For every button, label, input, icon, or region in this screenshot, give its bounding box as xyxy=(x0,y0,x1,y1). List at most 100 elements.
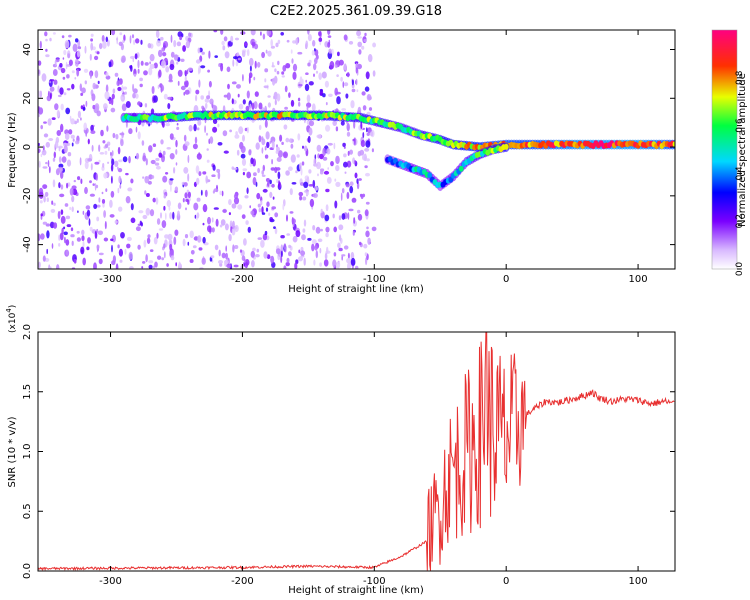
spectrogram-y-axis: -40 -20 0 20 40 xyxy=(22,43,675,253)
noise-speckle xyxy=(327,42,331,48)
noise-speckle xyxy=(336,74,339,77)
noise-speckle xyxy=(181,33,184,38)
noise-speckle xyxy=(79,157,82,166)
noise-speckle xyxy=(222,130,228,137)
noise-speckle xyxy=(68,34,72,38)
noise-speckle xyxy=(173,54,179,61)
noise-speckle xyxy=(284,247,287,253)
noise-speckle xyxy=(60,103,64,111)
noise-speckle xyxy=(335,126,339,132)
noise-speckle xyxy=(52,69,58,76)
noise-speckle xyxy=(246,49,250,57)
noise-speckle xyxy=(362,132,365,138)
noise-speckle xyxy=(64,133,70,140)
noise-speckle xyxy=(308,81,314,86)
snr-y-tick-label: 0.0 xyxy=(22,563,33,579)
noise-speckle xyxy=(324,214,330,222)
noise-speckle xyxy=(196,212,200,219)
noise-speckle xyxy=(104,150,108,155)
noise-speckle xyxy=(248,75,251,85)
noise-speckle xyxy=(81,87,86,94)
noise-speckle xyxy=(361,45,365,50)
noise-speckle xyxy=(173,236,177,245)
noise-speckle xyxy=(262,164,265,172)
noise-speckle xyxy=(138,210,144,214)
noise-speckle xyxy=(263,251,268,259)
noise-speckle xyxy=(104,221,107,230)
noise-speckle xyxy=(119,259,123,263)
noise-speckle xyxy=(220,30,224,35)
noise-speckle xyxy=(117,244,120,249)
spectrogram-y-label: Frequency (Hz) xyxy=(7,112,18,188)
noise-speckle xyxy=(76,68,80,77)
noise-speckle xyxy=(244,42,248,46)
noise-speckle xyxy=(169,212,173,220)
snr-y-tick-label: 0.5 xyxy=(22,503,33,519)
noise-speckle xyxy=(147,234,151,239)
noise-speckle xyxy=(59,232,64,241)
noise-speckle xyxy=(56,130,62,136)
noise-speckle xyxy=(212,164,216,171)
noise-speckle xyxy=(145,207,151,216)
noise-speckle xyxy=(149,249,154,253)
noise-speckle xyxy=(347,252,350,259)
noise-speckle xyxy=(235,60,239,67)
noise-speckle xyxy=(55,58,60,63)
noise-speckle xyxy=(144,103,148,108)
noise-speckle xyxy=(111,175,113,184)
noise-speckle xyxy=(282,203,285,211)
noise-speckle xyxy=(272,196,275,200)
noise-speckle xyxy=(122,156,128,163)
spectrogram-y-tick-label: 20 xyxy=(22,92,33,105)
noise-speckle xyxy=(86,246,90,251)
noise-speckle xyxy=(187,154,190,164)
noise-speckle xyxy=(155,30,160,39)
noise-speckle xyxy=(153,95,158,103)
noise-speckle xyxy=(204,125,207,133)
noise-speckle xyxy=(96,51,100,55)
noise-speckle xyxy=(342,81,345,88)
noise-speckle xyxy=(169,243,173,251)
noise-speckle xyxy=(357,209,361,214)
noise-speckle xyxy=(66,224,72,228)
noise-speckle xyxy=(236,52,240,57)
colorbar-frame xyxy=(711,29,738,270)
noise-speckle xyxy=(357,213,363,221)
noise-speckle xyxy=(152,143,157,147)
noise-speckle xyxy=(360,121,363,130)
noise-speckle xyxy=(157,84,160,89)
snr-y-tick-label: 2.0 xyxy=(22,324,33,340)
noise-speckle xyxy=(39,200,43,204)
noise-speckle xyxy=(129,55,135,59)
snr-x-tick-label: -200 xyxy=(231,576,254,587)
noise-speckle xyxy=(187,191,191,198)
noise-speckle xyxy=(64,203,69,207)
noise-speckle xyxy=(80,246,85,255)
noise-speckle xyxy=(89,193,95,197)
noise-speckle xyxy=(162,150,166,156)
noise-speckle xyxy=(38,261,41,269)
noise-speckle xyxy=(245,105,250,112)
noise-speckle xyxy=(94,103,100,112)
noise-speckle xyxy=(124,91,127,95)
noise-speckle xyxy=(71,142,74,147)
noise-speckle xyxy=(63,49,67,56)
noise-speckle xyxy=(73,179,77,183)
noise-speckle xyxy=(257,61,261,68)
noise-speckle xyxy=(246,126,249,134)
noise-speckle xyxy=(53,79,58,85)
noise-speckle xyxy=(277,60,280,66)
noise-speckle xyxy=(148,145,153,153)
noise-speckle xyxy=(60,170,64,179)
noise-speckle xyxy=(150,159,156,165)
noise-speckle xyxy=(306,94,311,103)
noise-speckle xyxy=(357,150,362,157)
noise-speckle xyxy=(87,237,91,244)
noise-speckle xyxy=(319,153,324,160)
noise-speckle xyxy=(77,176,81,181)
noise-speckle xyxy=(196,197,201,202)
noise-speckle xyxy=(338,59,344,66)
noise-speckle xyxy=(325,188,330,193)
noise-speckle xyxy=(57,210,61,220)
noise-speckle xyxy=(92,183,95,186)
